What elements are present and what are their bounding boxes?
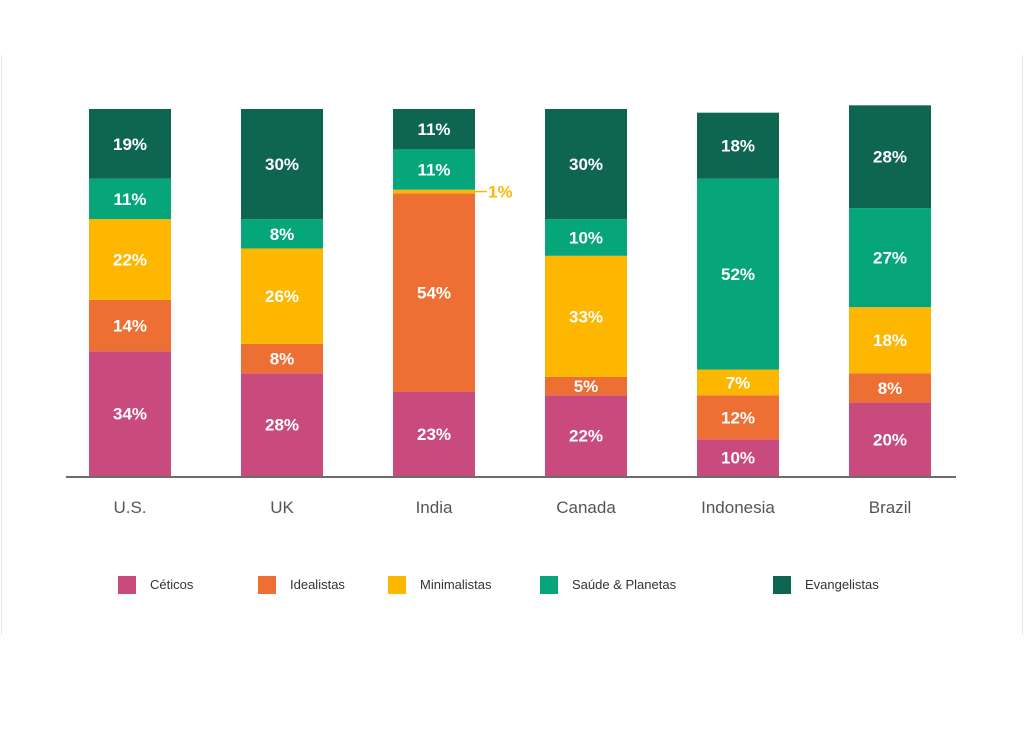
bar-segment-3-3	[545, 219, 627, 256]
data-label-2-3: 11%	[417, 161, 450, 180]
bar-segment-3-2	[545, 255, 627, 377]
bar-segment-2-1	[393, 193, 475, 392]
data-label-5-3: 27%	[873, 249, 907, 268]
category-label-4: Indonesia	[701, 498, 775, 517]
bar-segment-5-1	[849, 373, 931, 403]
bar-segment-0-4	[89, 109, 171, 179]
data-label-0-4: 19%	[113, 135, 147, 154]
right-edge-line	[1022, 55, 1023, 635]
data-label-0-0: 34%	[113, 405, 147, 424]
legend-swatch-1	[258, 576, 276, 594]
bar-segment-1-4	[241, 109, 323, 220]
bar-segment-5-4	[849, 105, 931, 209]
data-label-4-4: 18%	[721, 137, 755, 156]
bar-segment-3-1	[545, 376, 627, 396]
bar-segment-0-3	[89, 178, 171, 220]
data-label-5-1: 8%	[878, 379, 903, 398]
bar-segment-4-0	[697, 439, 779, 476]
category-labels: U.S. UK India Canada Indonesia Brazil	[113, 498, 911, 517]
bar-segment-2-0	[393, 391, 475, 476]
data-label-1-1: 8%	[270, 350, 295, 369]
category-label-1: UK	[270, 498, 294, 517]
data-label-1-4: 30%	[265, 155, 299, 174]
bar-segment-3-4	[545, 109, 627, 220]
bars-layer	[89, 105, 931, 476]
bar-segment-4-3	[697, 178, 779, 370]
legend: Céticos Idealistas Minimalistas Saúde & Pla…	[118, 576, 879, 594]
labels-layer: 34% 14% 22% 11% 19% 28% 8% 26% 8% 30% 23% 54% 1% 11% 1…	[113, 120, 907, 467]
bar-segment-2-4	[393, 109, 475, 150]
left-edge-line	[1, 55, 2, 635]
bar-segment-3-0	[545, 395, 627, 476]
category-label-2: India	[416, 498, 453, 517]
data-label-1-2: 26%	[265, 287, 299, 306]
bar-segment-0-2	[89, 219, 171, 300]
bar-segment-1-3	[241, 219, 323, 249]
data-label-3-0: 22%	[569, 427, 603, 446]
data-label-4-0: 10%	[721, 449, 755, 468]
data-label-0-2: 22%	[113, 250, 147, 269]
legend-label-0: Céticos	[150, 577, 194, 592]
data-label-0-1: 14%	[113, 317, 147, 336]
legend-label-4: Evangelistas	[805, 577, 879, 592]
bar-segment-2-2	[393, 189, 475, 194]
data-label-2-1: 54%	[417, 284, 451, 303]
data-label-1-3: 8%	[270, 225, 295, 244]
category-label-3: Canada	[556, 498, 616, 517]
legend-swatch-2	[388, 576, 406, 594]
bar-segment-4-1	[697, 395, 779, 440]
category-label-5: Brazil	[869, 498, 912, 517]
legend-swatch-3	[540, 576, 558, 594]
legend-swatch-0	[118, 576, 136, 594]
bar-segment-0-1	[89, 299, 171, 352]
bar-segment-4-4	[697, 112, 779, 179]
category-label-0: U.S.	[113, 498, 146, 517]
bar-segment-5-3	[849, 208, 931, 308]
bar-segment-1-0	[241, 373, 323, 476]
data-label-4-2: 7%	[726, 373, 751, 392]
legend-label-2: Minimalistas	[420, 577, 492, 592]
bar-segment-1-1	[241, 343, 323, 374]
data-label-2-2: 1%	[488, 183, 513, 202]
bar-segment-1-2	[241, 248, 323, 344]
data-label-3-1: 5%	[574, 377, 599, 396]
bar-segment-0-0	[89, 351, 171, 476]
legend-swatch-4	[773, 576, 791, 594]
data-label-3-2: 33%	[569, 307, 603, 326]
bar-segment-5-2	[849, 307, 931, 374]
data-label-5-0: 20%	[873, 430, 907, 449]
bar-segment-5-0	[849, 402, 931, 476]
data-label-3-3: 10%	[569, 228, 603, 247]
bar-segment-4-2	[697, 369, 779, 396]
data-label-4-3: 52%	[721, 265, 755, 284]
data-label-5-2: 18%	[873, 331, 907, 350]
data-label-2-4: 11%	[417, 120, 450, 139]
bar-segment-2-3	[393, 149, 475, 190]
data-label-3-4: 30%	[569, 155, 603, 174]
data-label-0-3: 11%	[113, 190, 146, 209]
data-label-4-1: 12%	[721, 408, 755, 427]
legend-label-1: Idealistas	[290, 577, 345, 592]
data-label-5-4: 28%	[873, 148, 907, 167]
legend-label-3: Saúde & Planetas	[572, 577, 677, 592]
data-label-1-0: 28%	[265, 416, 299, 435]
data-label-2-0: 23%	[417, 425, 451, 444]
